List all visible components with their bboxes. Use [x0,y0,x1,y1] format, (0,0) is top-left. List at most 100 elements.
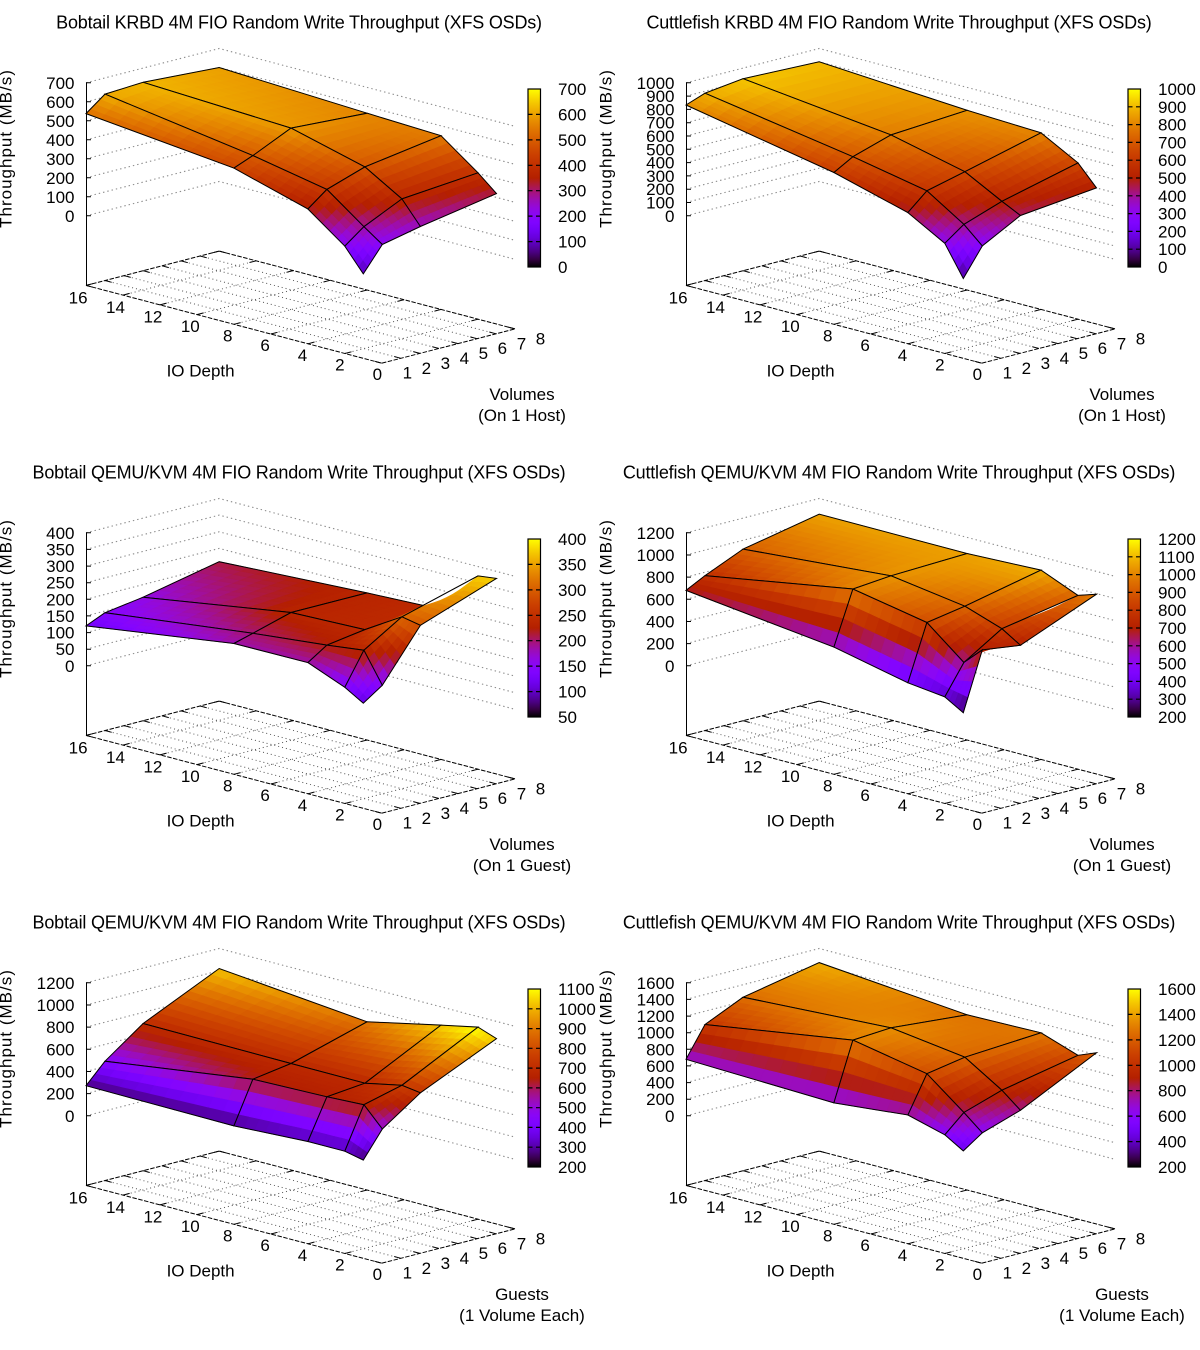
svg-text:6: 6 [498,339,507,358]
svg-text:1200: 1200 [637,524,675,543]
svg-text:16: 16 [669,288,688,307]
svg-text:0: 0 [65,657,74,676]
svg-text:1400: 1400 [637,990,675,1009]
svg-text:1: 1 [403,814,412,833]
svg-text:350: 350 [46,540,74,559]
svg-text:(On 1 Guest): (On 1 Guest) [473,856,571,875]
svg-text:4: 4 [298,346,307,365]
svg-text:0: 0 [373,365,382,384]
svg-text:IO Depth: IO Depth [167,1261,235,1280]
svg-text:14: 14 [706,298,725,317]
svg-text:300: 300 [646,167,674,186]
svg-text:500: 500 [46,112,74,131]
svg-text:14: 14 [106,298,125,317]
svg-text:900: 900 [1158,583,1186,602]
svg-text:4: 4 [298,796,307,815]
svg-text:0: 0 [973,1265,982,1284]
svg-text:3: 3 [441,1254,450,1273]
svg-text:800: 800 [646,568,674,587]
svg-text:400: 400 [558,530,586,549]
svg-text:7: 7 [1117,784,1126,803]
svg-text:Bobtail QEMU/KVM 4M FIO Random: Bobtail QEMU/KVM 4M FIO Random Write Thr… [33,462,566,482]
svg-text:200: 200 [646,180,674,199]
svg-text:600: 600 [558,1079,586,1098]
svg-text:6: 6 [1098,789,1107,808]
svg-text:IO Depth: IO Depth [167,811,235,830]
svg-text:350: 350 [558,555,586,574]
svg-text:200: 200 [646,635,674,654]
svg-text:Volumes: Volumes [489,835,554,854]
svg-text:1: 1 [1003,364,1012,383]
svg-text:1: 1 [403,1264,412,1283]
svg-text:400: 400 [558,1118,586,1137]
svg-text:Cuttlefish QEMU/KVM 4M FIO Ran: Cuttlefish QEMU/KVM 4M FIO Random Write … [623,912,1175,932]
svg-text:600: 600 [1158,151,1186,170]
svg-text:Guests: Guests [1095,1285,1149,1304]
svg-text:3: 3 [1041,354,1050,373]
svg-text:900: 900 [646,87,674,106]
svg-text:7: 7 [1117,1234,1126,1253]
svg-text:600: 600 [558,105,586,124]
svg-text:1000: 1000 [1158,80,1196,99]
svg-text:(On 1 Guest): (On 1 Guest) [1073,856,1171,875]
svg-text:600: 600 [646,1057,674,1076]
svg-text:900: 900 [558,1020,586,1039]
svg-text:14: 14 [706,748,725,767]
svg-text:8: 8 [223,1227,232,1246]
svg-text:200: 200 [1158,1158,1186,1177]
svg-text:200: 200 [558,1158,586,1177]
svg-text:200: 200 [558,632,586,651]
svg-text:5: 5 [1079,344,1088,363]
svg-text:IO Depth: IO Depth [767,361,835,380]
svg-text:1600: 1600 [1158,980,1196,999]
svg-text:2: 2 [335,805,344,824]
svg-text:Volumes: Volumes [489,385,554,404]
svg-text:500: 500 [1158,655,1186,674]
svg-text:3: 3 [1041,1254,1050,1273]
svg-text:0: 0 [665,657,674,676]
svg-text:0: 0 [973,365,982,384]
svg-text:700: 700 [558,1059,586,1078]
svg-text:400: 400 [46,524,74,543]
svg-text:IO Depth: IO Depth [767,1261,835,1280]
svg-text:0: 0 [373,1265,382,1284]
svg-text:600: 600 [46,93,74,112]
svg-text:200: 200 [646,1090,674,1109]
svg-text:7: 7 [517,334,526,353]
svg-text:1200: 1200 [37,974,75,993]
svg-text:2: 2 [335,1255,344,1274]
svg-text:Throughput (MB/s): Throughput (MB/s) [0,519,16,678]
svg-text:16: 16 [69,1188,88,1207]
svg-text:700: 700 [46,74,74,93]
svg-text:Cuttlefish QEMU/KVM 4M FIO Ran: Cuttlefish QEMU/KVM 4M FIO Random Write … [623,462,1175,482]
svg-text:300: 300 [558,581,586,600]
svg-text:1000: 1000 [37,996,75,1015]
svg-text:(1 Volume Each): (1 Volume Each) [1059,1306,1185,1325]
svg-text:10: 10 [181,767,200,786]
svg-text:2: 2 [1022,359,1031,378]
svg-text:2: 2 [1022,809,1031,828]
svg-text:500: 500 [558,1099,586,1118]
svg-text:100: 100 [558,683,586,702]
svg-text:1200: 1200 [1158,1031,1196,1050]
svg-text:8: 8 [536,779,545,798]
svg-text:100: 100 [46,188,74,207]
svg-text:1100: 1100 [558,980,595,999]
svg-text:800: 800 [646,100,674,119]
svg-text:2: 2 [935,355,944,374]
svg-text:400: 400 [646,154,674,173]
svg-text:Throughput (MB/s): Throughput (MB/s) [597,519,616,678]
svg-text:8: 8 [823,777,832,796]
svg-text:Guests: Guests [495,1285,549,1304]
svg-text:6: 6 [260,336,269,355]
svg-text:Volumes: Volumes [1089,835,1154,854]
svg-text:(On 1 Host): (On 1 Host) [478,406,566,425]
svg-text:6: 6 [498,789,507,808]
svg-text:10: 10 [781,1217,800,1236]
svg-text:400: 400 [646,1074,674,1093]
svg-text:100: 100 [1158,240,1186,259]
svg-text:6: 6 [860,786,869,805]
svg-text:2: 2 [422,809,431,828]
svg-text:2: 2 [422,1259,431,1278]
svg-text:14: 14 [106,1198,125,1217]
